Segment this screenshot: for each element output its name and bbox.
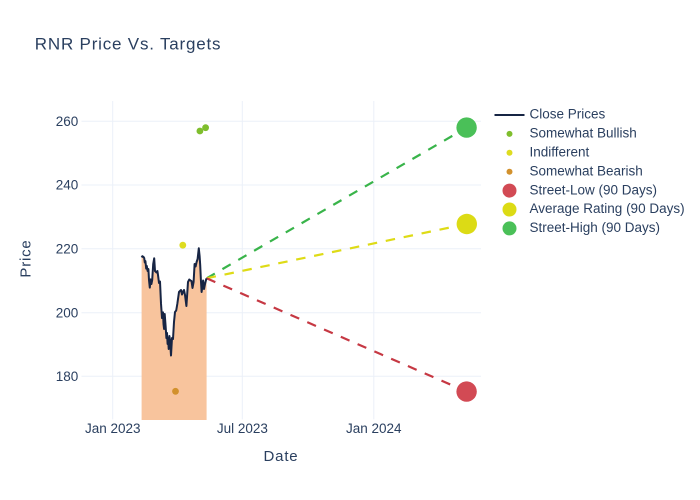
svg-text:RNR Price Vs. Targets: RNR Price Vs. Targets — [35, 34, 222, 53]
svg-text:Somewhat Bearish: Somewhat Bearish — [530, 163, 643, 178]
svg-text:Jan 2024: Jan 2024 — [346, 421, 402, 436]
svg-text:Jan 2023: Jan 2023 — [85, 421, 141, 436]
svg-text:Average Rating (90 Days): Average Rating (90 Days) — [530, 201, 685, 216]
svg-text:Street-High (90 Days): Street-High (90 Days) — [530, 220, 661, 235]
svg-text:200: 200 — [56, 305, 79, 320]
svg-text:Price: Price — [17, 239, 34, 277]
svg-text:Indifferent: Indifferent — [530, 145, 590, 160]
svg-text:Somewhat Bullish: Somewhat Bullish — [530, 126, 637, 141]
svg-text:240: 240 — [56, 178, 79, 193]
svg-text:260: 260 — [56, 114, 79, 129]
svg-text:Street-Low (90 Days): Street-Low (90 Days) — [530, 182, 658, 197]
svg-text:220: 220 — [56, 241, 79, 256]
svg-text:Date: Date — [264, 448, 299, 465]
svg-text:180: 180 — [56, 369, 79, 384]
svg-text:Jul 2023: Jul 2023 — [217, 421, 268, 436]
svg-text:Close Prices: Close Prices — [530, 107, 606, 122]
